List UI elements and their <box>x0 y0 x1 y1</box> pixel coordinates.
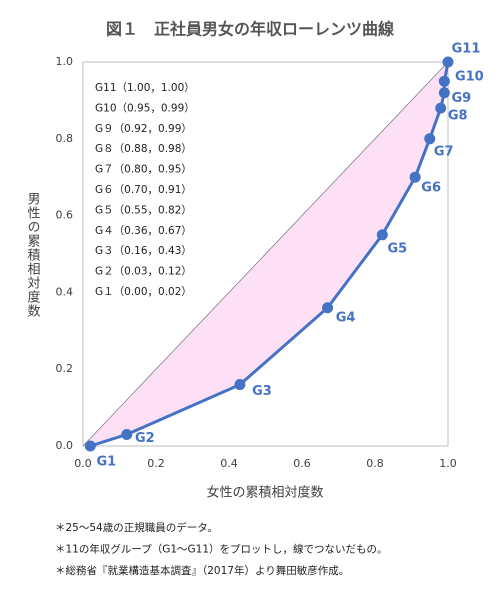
data-point <box>424 133 436 145</box>
data-point <box>409 171 421 183</box>
y-tick-label: 0.0 <box>56 439 74 452</box>
point-label: G10 <box>455 70 484 85</box>
data-point <box>84 440 96 452</box>
annotation: G１（0.00，0.02） <box>95 286 192 298</box>
x-tick-label: 1.0 <box>439 457 457 470</box>
annotation: G６（0.70，0.91） <box>95 184 192 196</box>
y-tick-label: 0.2 <box>56 362 74 375</box>
point-label: G8 <box>448 109 468 124</box>
annotation: G４（0.36，0.67） <box>95 225 192 237</box>
footnote: ＊総務省『就業構造基本調査』（2017年）より舞田敏彦作成。 <box>55 564 349 577</box>
point-label: G1 <box>96 455 116 470</box>
annotation: G５（0.55，0.82） <box>95 204 192 216</box>
annotation: G７（0.80，0.95） <box>95 164 192 176</box>
annotation: G２（0.03，0.12） <box>95 266 192 278</box>
equality-line <box>82 61 449 447</box>
y-tick-label: 0.6 <box>56 209 74 222</box>
data-point <box>438 87 450 99</box>
data-point <box>438 75 450 87</box>
point-label: G11 <box>452 42 481 57</box>
data-point <box>322 302 334 314</box>
data-point <box>121 428 133 440</box>
x-tick-label: 0.6 <box>293 457 311 470</box>
point-label: G4 <box>336 310 356 325</box>
annotation: G８（0.88，0.98） <box>95 143 192 155</box>
x-tick-label: 0.4 <box>220 457 238 470</box>
chart-title: 図１ 正社員男女の年収ローレンツ曲線 <box>106 20 394 39</box>
x-tick-label: 0.2 <box>147 457 165 470</box>
annotation: G９（0.92，0.99） <box>95 123 192 135</box>
point-label: G5 <box>387 241 407 256</box>
annotation: G３（0.16，0.43） <box>95 245 192 257</box>
data-point <box>435 102 447 114</box>
annotation: G11（1.00，1.00） <box>95 82 195 94</box>
data-point <box>234 379 246 391</box>
point-label: G9 <box>451 91 471 106</box>
footnote: ＊11の年収グループ（G1～G11）をプロットし，線でつないだもの。 <box>55 543 388 556</box>
point-label: G6 <box>421 181 441 196</box>
data-point <box>442 56 454 68</box>
plot-frame <box>82 61 449 447</box>
point-label: G2 <box>135 431 155 446</box>
y-tick-label: 0.8 <box>56 132 74 145</box>
footnote: ＊25～54歳の正規職員のデータ。 <box>55 521 218 534</box>
point-label: G7 <box>434 144 454 159</box>
x-tick-label: 0.0 <box>74 457 92 470</box>
annotation: G10（0.95，0.99） <box>95 102 195 114</box>
y-tick-label: 1.0 <box>56 55 74 68</box>
data-point <box>376 229 388 241</box>
x-tick-label: 0.8 <box>366 457 384 470</box>
point-label: G3 <box>252 384 272 399</box>
y-tick-label: 0.4 <box>56 285 74 298</box>
y-axis-label: 男性の累積相対度数 <box>25 192 41 318</box>
x-axis-label: 女性の累積相対度数 <box>206 485 323 501</box>
